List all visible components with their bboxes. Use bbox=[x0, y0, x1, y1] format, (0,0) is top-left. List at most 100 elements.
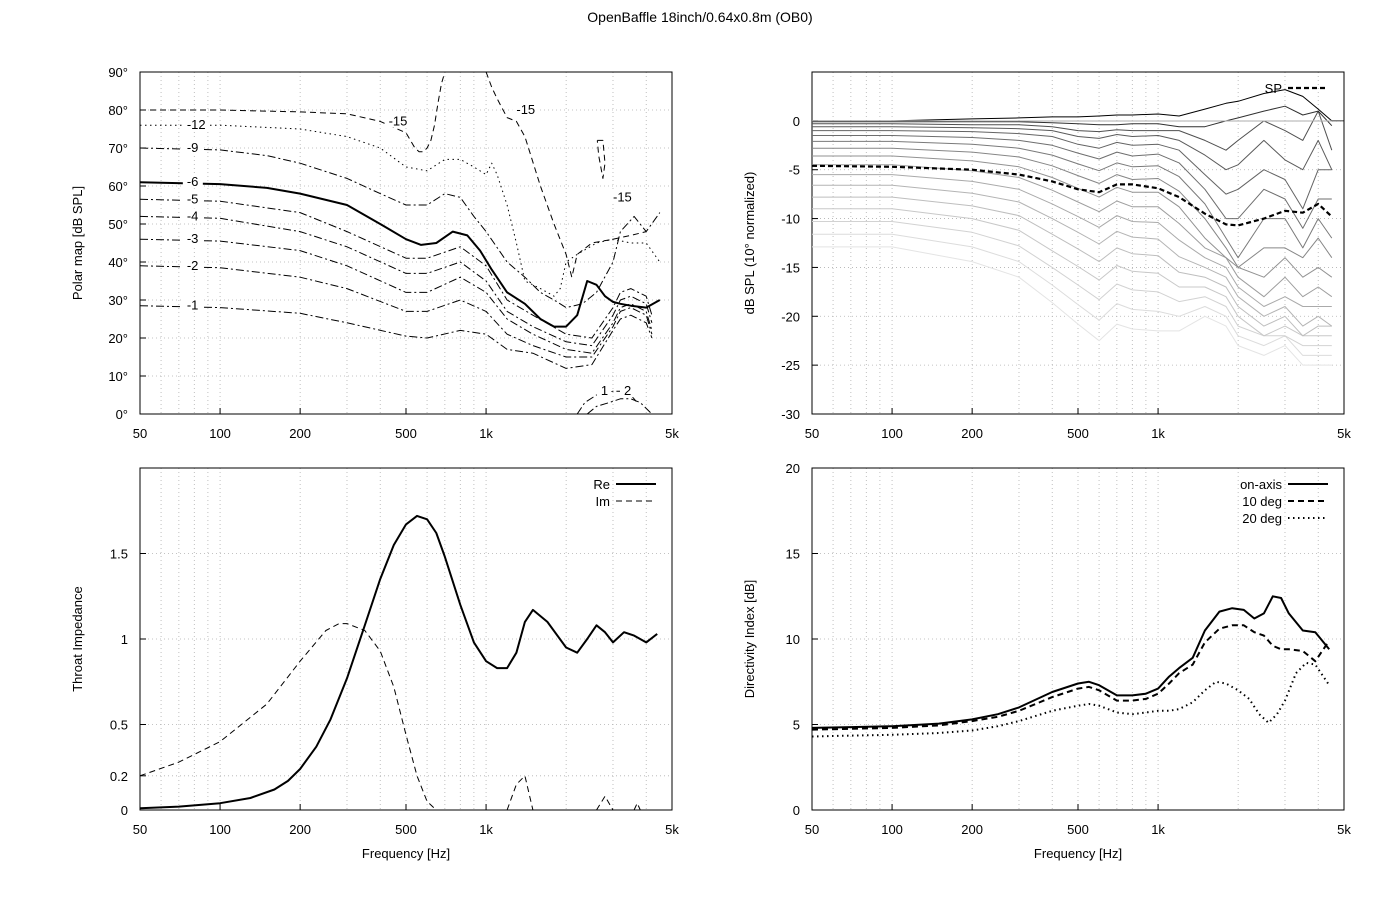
contour-label: -4 bbox=[187, 208, 199, 223]
series-line-angle bbox=[812, 233, 1332, 356]
contour-label: 2 bbox=[624, 383, 631, 398]
plot-area bbox=[812, 595, 1331, 738]
x-tick-label: 100 bbox=[881, 822, 903, 837]
series-line-angle bbox=[812, 135, 1332, 229]
y-tick-label: -20 bbox=[781, 309, 800, 324]
y-tick-label: 70° bbox=[108, 141, 128, 156]
plot-area bbox=[812, 89, 1344, 366]
x-axis-label: Frequency [Hz] bbox=[362, 846, 450, 861]
y-tick-label: 20° bbox=[108, 331, 128, 346]
x-tick-label: 5k bbox=[665, 426, 679, 441]
series-line-contour bbox=[485, 72, 647, 278]
series-line-angle bbox=[812, 196, 1332, 337]
x-tick-label: 50 bbox=[805, 822, 819, 837]
contour-label: -3 bbox=[187, 231, 199, 246]
series-line-contour bbox=[586, 398, 653, 414]
legend-label: 20 deg bbox=[1242, 511, 1282, 526]
x-tick-label: 50 bbox=[133, 822, 147, 837]
series-line-angle bbox=[812, 147, 1333, 268]
contour-label-bg bbox=[619, 383, 634, 398]
series-line-on-axis bbox=[812, 595, 1330, 729]
y-axis-label: Directivity Index [dB] bbox=[742, 580, 757, 699]
plot-area bbox=[140, 514, 658, 810]
y-tick-label: 1 bbox=[121, 632, 128, 647]
x-tick-label: 1k bbox=[479, 426, 493, 441]
series-line-contour bbox=[140, 198, 653, 339]
y-tick-label: -30 bbox=[781, 407, 800, 422]
x-tick-label: 5k bbox=[1337, 426, 1351, 441]
contour-label: -9 bbox=[187, 140, 199, 155]
series-line-Im bbox=[140, 623, 437, 810]
y-tick-label: 1.5 bbox=[110, 547, 128, 562]
y-axis-label: Throat Impedance bbox=[70, 586, 85, 692]
series-line-contour bbox=[576, 390, 638, 414]
x-tick-label: 200 bbox=[289, 822, 311, 837]
series-line-Re bbox=[140, 514, 658, 810]
series-line-Im bbox=[633, 802, 641, 810]
series-line-angle bbox=[812, 105, 1333, 128]
series-line-contour bbox=[140, 238, 653, 354]
x-tick-label: 100 bbox=[881, 426, 903, 441]
x-tick-label: 50 bbox=[133, 426, 147, 441]
contour-label: -1 bbox=[187, 298, 199, 313]
y-axis-label: dB SPL (10° normalized) bbox=[742, 172, 757, 315]
series-line-contour bbox=[140, 181, 661, 328]
chart-spl: 50 100 200 500 1k 5k 0 -5 -10 -15 -20 -25 -30 dB SPL … bbox=[742, 71, 1351, 441]
y-tick-label: 10° bbox=[108, 369, 128, 384]
series-line-contour bbox=[140, 147, 661, 309]
y-tick-label: 0 bbox=[793, 803, 800, 818]
contour-label-bg bbox=[182, 231, 203, 246]
contour-label: 1 bbox=[601, 383, 608, 398]
x-tick-label: 500 bbox=[395, 822, 417, 837]
contour-label-bg bbox=[182, 208, 203, 223]
plot-area: -1 -2 -3 -4 -5 -6 -9 -12 -15 -15 -15 1 2 bbox=[140, 72, 661, 414]
series-line-10-deg bbox=[812, 624, 1331, 731]
contour-label-bg bbox=[182, 140, 203, 154]
x-tick-label: 100 bbox=[209, 822, 231, 837]
y-tick-label: 15 bbox=[786, 547, 800, 562]
y-tick-label: 5 bbox=[793, 718, 800, 733]
x-tick-label: 500 bbox=[395, 426, 417, 441]
contour-label: -15 bbox=[389, 113, 408, 128]
x-tick-label: 500 bbox=[1067, 426, 1089, 441]
x-tick-label: 500 bbox=[1067, 822, 1089, 837]
series-line-contour bbox=[140, 215, 653, 347]
contour-label: -5 bbox=[187, 191, 199, 206]
contour-label-bg bbox=[596, 383, 611, 398]
x-axis-label: Frequency [Hz] bbox=[1034, 846, 1122, 861]
y-tick-label: 40° bbox=[108, 255, 128, 270]
y-tick-label: 50° bbox=[108, 217, 128, 232]
series-line-angle bbox=[812, 89, 1333, 122]
x-tick-label: 100 bbox=[209, 426, 231, 441]
legend-label: Re bbox=[593, 477, 610, 492]
series-line-angle bbox=[812, 130, 1332, 210]
x-tick-label: 200 bbox=[289, 426, 311, 441]
x-tick-label: 1k bbox=[479, 822, 493, 837]
y-tick-label: 80° bbox=[108, 103, 128, 118]
contour-label-bg bbox=[182, 257, 203, 272]
x-tick-label: 1k bbox=[1151, 822, 1165, 837]
series-line-20-deg bbox=[812, 661, 1331, 738]
y-tick-label: 0 bbox=[793, 114, 800, 129]
series-line-contour bbox=[140, 72, 446, 153]
contour-label-bg bbox=[512, 102, 539, 116]
y-tick-label: -5 bbox=[788, 163, 800, 178]
y-tick-label: -10 bbox=[781, 212, 800, 227]
series-line-angle bbox=[812, 221, 1332, 347]
x-tick-label: 5k bbox=[665, 822, 679, 837]
y-tick-label: 0° bbox=[116, 407, 128, 422]
legend-label: 10 deg bbox=[1242, 494, 1282, 509]
contour-label: -12 bbox=[187, 117, 206, 132]
contour-label-bg bbox=[182, 297, 203, 312]
contour-label-bg bbox=[182, 174, 203, 189]
legend-label: SP bbox=[1265, 81, 1282, 96]
series-line-angle bbox=[812, 246, 1332, 366]
y-axis-label: Polar map [dB SPL] bbox=[70, 186, 85, 300]
chart-impedance: 50 100 200 500 1k 5k 0 0.2 0.5 1 1.5 Throat Impedan… bbox=[70, 467, 679, 861]
y-tick-label: 20 bbox=[786, 461, 800, 476]
contour-label-bg bbox=[182, 191, 203, 206]
y-tick-label: 60° bbox=[108, 179, 128, 194]
legend-label: on-axis bbox=[1240, 477, 1282, 492]
series-line-angle bbox=[812, 184, 1333, 327]
series-line-contour bbox=[140, 265, 653, 358]
